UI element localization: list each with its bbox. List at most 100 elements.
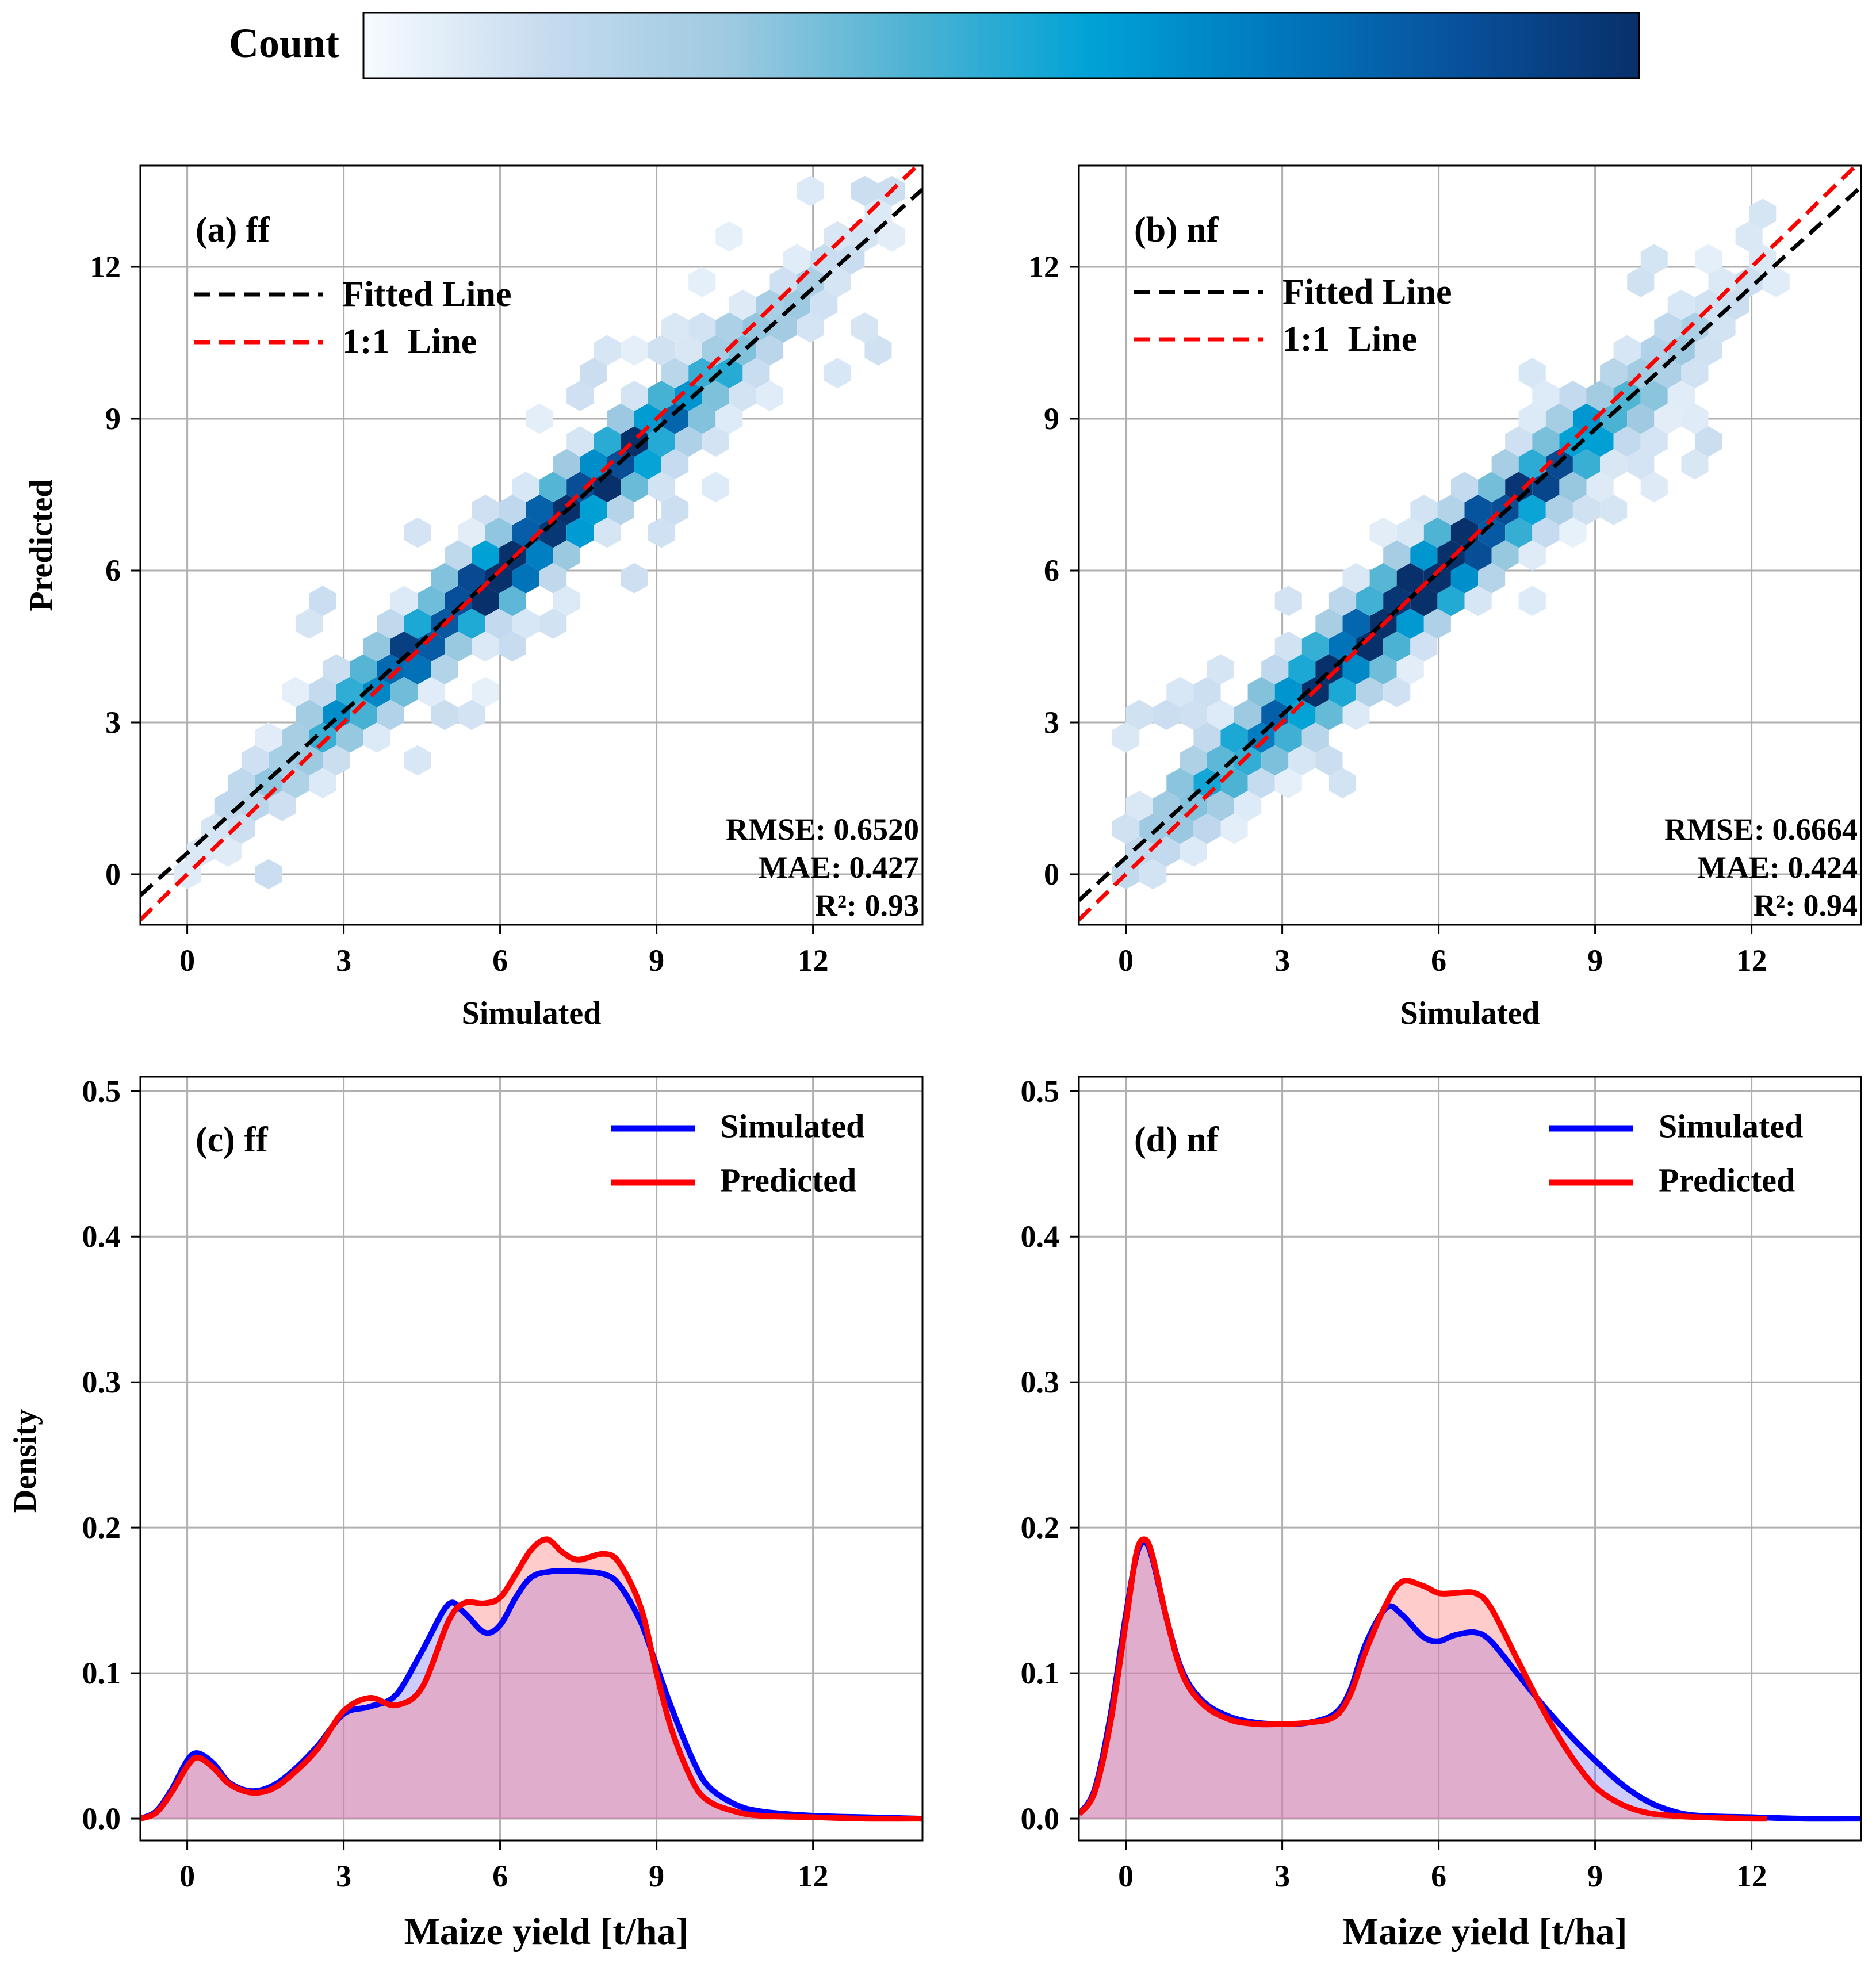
panel-c-ylabel: Density <box>7 1409 43 1513</box>
hexbin-cell <box>1356 676 1384 707</box>
panel-a-ticks: 0 3 6 9 12 0 3 6 9 12 <box>90 250 829 978</box>
hexbin-cell <box>309 768 336 798</box>
hexbin-cell <box>1193 813 1221 844</box>
y-tick-label: 0.4 <box>82 1219 121 1254</box>
hexbin-cell <box>580 495 607 525</box>
density-line-predicted <box>1079 1536 1767 1822</box>
hexbin-cell <box>1518 540 1546 571</box>
hexbin-cell <box>1627 267 1655 297</box>
x-tick-label: 0 <box>1118 1859 1134 1893</box>
hexbin-cell <box>1464 540 1492 571</box>
hexbin-cell <box>1193 722 1221 753</box>
hexbin-cell <box>1234 745 1262 776</box>
x-tick-label: 12 <box>1736 1859 1767 1893</box>
hexbin-cell <box>539 472 567 503</box>
y-tick-label: 0.5 <box>1021 1074 1060 1108</box>
hexbin-cell <box>1207 745 1234 776</box>
hexbin-cell <box>1600 449 1628 480</box>
hexbin-cell <box>1207 654 1234 684</box>
one-to-one-line <box>140 166 920 921</box>
hexbin-cell <box>1518 358 1546 389</box>
hexbin-cell <box>648 426 675 457</box>
hexbin-cell <box>1572 449 1601 480</box>
x-tick-label: 6 <box>492 943 508 978</box>
hexbin-cell <box>1328 676 1357 707</box>
hexbin-cell <box>1694 289 1722 320</box>
panel-d-grid <box>1079 1077 1861 1840</box>
hexbin-cell <box>512 609 540 639</box>
hexbin-cell <box>1640 335 1668 366</box>
hexbin-cell <box>1491 449 1519 480</box>
hexbin-cell <box>445 631 472 662</box>
panel-b-frame <box>1078 164 1862 926</box>
hexbin-cell <box>810 244 838 275</box>
hexbin-cell <box>404 654 431 684</box>
hexbin-cell <box>661 449 689 480</box>
hexbin-cell <box>824 358 851 389</box>
hexbin-cell <box>1274 676 1302 707</box>
hexbin-cell <box>553 449 580 480</box>
hexbin-cell <box>1559 517 1587 548</box>
hexbin-cell <box>1545 403 1573 434</box>
hexbin-cell <box>296 699 323 730</box>
colorbar: Count <box>229 12 1640 79</box>
hexbin-cell <box>526 403 553 434</box>
hexbin-cell <box>1112 813 1140 844</box>
hexbin-cell <box>363 722 390 753</box>
hexbin-cell <box>1735 221 1763 252</box>
y-tick-label: 0 <box>105 857 121 891</box>
hexbin-cell <box>512 472 540 503</box>
hexbin-cell <box>1166 676 1194 707</box>
hexbin-cell <box>214 790 242 821</box>
hexbin-cell <box>715 403 743 434</box>
hexbin-cell <box>648 472 675 503</box>
hexbin-cell <box>1328 585 1357 617</box>
y-tick-label: 9 <box>1044 401 1059 436</box>
hexbin-cell <box>810 289 838 320</box>
hexbin-cell <box>688 267 716 297</box>
hexbin-cell <box>1274 768 1302 798</box>
y-tick-label: 0.0 <box>82 1801 121 1836</box>
y-tick-label: 3 <box>105 705 121 740</box>
hexbin-cell <box>472 631 499 662</box>
hexbin-cell <box>485 609 512 639</box>
legend-fitted-line-label: Fitted Line <box>1282 273 1452 312</box>
hexbin-cell <box>783 244 811 275</box>
hexbin-cell <box>1383 631 1411 662</box>
legend-one-to-one-label: 1:1 Line <box>1282 320 1417 359</box>
y-tick-label: 0.3 <box>1021 1365 1060 1399</box>
hexbin-cell <box>323 745 350 776</box>
density-line-predicted <box>140 1536 922 1822</box>
hexbin-cell <box>1464 495 1492 525</box>
metric-r2: R²: 0.93 <box>815 888 919 923</box>
hexbin-cell <box>1627 403 1655 434</box>
hexbin-cell <box>539 562 567 594</box>
hexbin-cell <box>1423 562 1451 594</box>
hexbin-cell <box>702 426 729 457</box>
hexbin-cell <box>296 745 323 776</box>
metric-r2: R²: 0.94 <box>1754 888 1858 923</box>
hexbin-cell <box>1247 768 1275 798</box>
panel-c-density: 0 3 6 9 12 0.0 0.1 0.2 0.3 0.4 0.5 (c) ff Simulate… <box>7 1074 924 1953</box>
hexbin-cell <box>851 312 878 343</box>
hexbin-cell <box>1356 585 1384 617</box>
hexbin-cell <box>1464 585 1492 617</box>
hexbin-cell <box>1234 699 1262 730</box>
hexbin-cell <box>621 381 648 411</box>
y-tick-label: 0.1 <box>82 1656 121 1690</box>
hexbin-cell <box>499 585 526 617</box>
hexbin-cell <box>1180 836 1207 867</box>
density-area-predicted <box>140 1539 922 1819</box>
colorbar-label: Count <box>229 20 339 66</box>
density-area-simulated <box>1079 1542 1861 1819</box>
hexbin-cell <box>499 495 526 525</box>
hexbin-cell <box>1342 609 1370 639</box>
hexbin-cell <box>1383 540 1411 571</box>
hexbin-cell <box>1532 381 1560 411</box>
hexbin-cell <box>675 381 702 411</box>
hexbin-cell <box>675 426 702 457</box>
y-tick-label: 0.5 <box>82 1074 121 1108</box>
hexbin-cell <box>566 381 594 411</box>
hexbin-cell <box>1450 472 1479 503</box>
hexbin-cell <box>1613 335 1641 366</box>
